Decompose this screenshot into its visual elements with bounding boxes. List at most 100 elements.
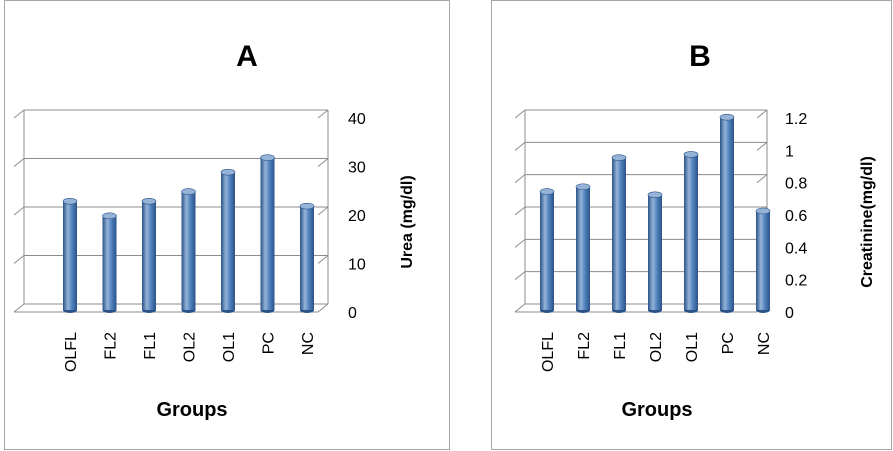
x-tick-label: OL1 [221,332,238,362]
grid-slant [13,109,25,119]
grid-slant [13,206,25,216]
bar-top [719,113,735,121]
bar-body [576,186,590,310]
grid-slant [317,303,329,313]
bar-body [142,201,156,310]
y-tick-labels: 0 0.2 0.4 0.6 0.8 1 1.2 [785,111,807,322]
x-tick-label: OLFL [540,332,557,372]
bar-body [63,201,77,310]
bar-top [755,207,771,215]
bar-top [575,183,591,191]
x-tick-label: OL1 [684,332,701,362]
y-axis-label: Urea (mg/dl) [399,175,416,268]
bar [755,207,771,313]
bar-top [62,198,78,205]
bar [647,191,663,313]
grid-slant [317,109,329,119]
x-tick-label: NC [756,332,773,355]
bar-body [612,157,626,310]
x-axis-label: Groups [156,399,227,421]
grid-slant [13,255,25,264]
grid-slant [514,109,526,119]
bar [220,168,236,313]
y-tick-label: 0.4 [785,240,807,257]
bar [141,198,157,313]
bar-top [539,188,555,195]
chart-panel-b: B 0 0.2 0.4 0.6 0.8 1 1.2 OLFL FL2 FL1 OL2 OL1 PC NC… [491,0,892,450]
bar-top [260,154,275,161]
y-tick-label: 0.2 [785,273,807,290]
grid-slant [756,174,768,184]
x-tick-label: PC [261,332,278,354]
bar-body [300,206,314,310]
bar-top [611,154,627,161]
grid-slant [514,271,526,281]
x-tick-labels: OLFL FL2 FL1 OL2 OL1 PC NC [540,332,773,372]
y-tick-label: 30 [348,160,366,177]
y-tick-label: 1 [785,143,794,160]
grid-slant [514,238,526,248]
x-tick-labels: OLFL FL2 FL1 OL2 OL1 PC NC [63,332,317,372]
bar-body [221,172,235,310]
x-tick-label: NC [300,332,317,355]
chart-title: A [236,40,258,73]
y-tick-labels: 0 10 20 30 40 [348,111,366,322]
bar-body [684,154,698,310]
bar-body [181,191,196,310]
bar-top [683,151,699,158]
y-tick-label: 0.6 [785,208,807,225]
bar-top [647,191,663,199]
y-tick-label: 10 [348,257,366,274]
bar-body [260,157,275,310]
chart-panel-a: A 0 10 20 30 40 OLFL FL2 FL1 OL2 OL1 PC NC Urea (m… [4,0,450,450]
grid-slant [514,206,526,216]
grid-slant [514,303,526,313]
grid-slant [13,158,25,167]
x-tick-label: FL2 [576,332,593,360]
grid-slant [317,255,329,264]
x-tick-label: FL1 [612,332,629,360]
grid-slant [317,158,329,167]
bar [299,202,315,313]
bar [611,154,627,313]
bar-top [102,212,117,220]
bar-body [648,194,662,310]
bar-body [540,191,554,310]
grid-slant [756,141,768,151]
x-tick-label: FL2 [103,332,120,360]
y-axis-label: Creatinine(mg/dl) [859,156,876,288]
bar-top [299,202,315,210]
x-tick-label: OL2 [182,332,199,362]
bar-body [756,211,770,310]
bar-top [141,198,157,205]
bar [683,151,699,313]
chart-title: B [689,40,711,73]
grid-slant [514,141,526,151]
y-tick-label: 0.8 [785,176,807,193]
grid-slant [317,206,329,216]
bars [62,154,315,313]
bar [62,198,78,313]
bar-top [220,168,236,176]
bar [181,188,196,313]
bar [102,212,117,313]
y-tick-label: 0 [348,305,357,322]
x-axis-label: Groups [621,399,692,421]
x-tick-label: FL1 [142,332,159,360]
x-tick-label: OLFL [63,332,80,372]
bar-body [720,117,734,310]
grid-slant [756,109,768,119]
bar-top [181,188,196,195]
y-tick-label: 1.2 [785,111,807,128]
y-tick-label: 20 [348,208,366,225]
grid-slant [514,174,526,184]
bar-body [102,215,117,310]
x-tick-label: PC [720,332,737,354]
y-tick-label: 40 [348,111,366,128]
bar [575,183,591,313]
grid-slant [13,303,25,313]
bar [260,154,275,313]
bar [719,113,735,313]
bar [539,188,555,313]
bars [539,113,771,313]
